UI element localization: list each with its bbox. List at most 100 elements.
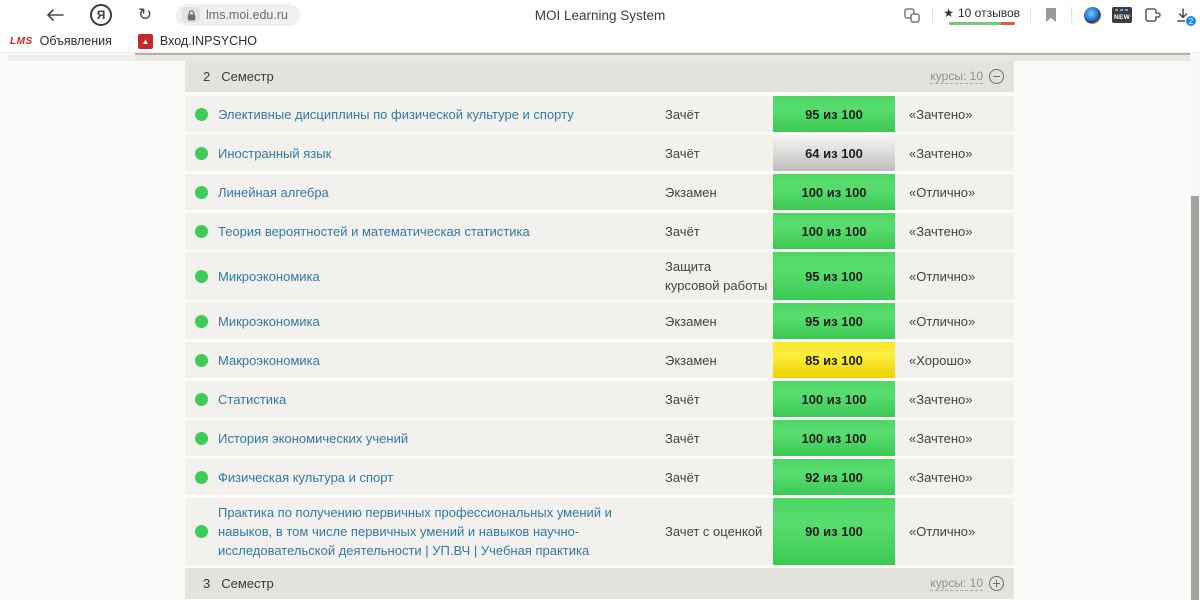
status-dot-cell <box>185 498 218 565</box>
course-title[interactable]: Практика по получению первичных професси… <box>218 505 612 558</box>
inpsycho-favicon: ▲ <box>137 33 153 49</box>
reviews-count: 10 отзывов <box>957 5 1020 20</box>
course-status-dot-icon <box>195 392 208 406</box>
exam-type: Зачёт <box>665 223 700 239</box>
course-status-dot-icon <box>195 185 208 199</box>
side-panels-icon[interactable] <box>902 5 922 25</box>
score-value: 95 из 100 <box>805 268 863 284</box>
browser-orb-icon[interactable] <box>1082 5 1102 25</box>
exam-type: Зачёт <box>665 469 700 485</box>
score-value: 92 из 100 <box>805 469 863 485</box>
course-table: Элективные дисциплины по физической куль… <box>185 96 1014 565</box>
table-row: Физическая культура и спорт Зачёт 92 из … <box>185 459 1014 495</box>
browser-toolbar: Я ↻ lms.moi.edu.ru MOI Learning System ★… <box>0 0 1200 30</box>
yandex-letter: Я <box>96 8 106 22</box>
score-cell: 100 из 100 <box>773 174 895 210</box>
score-value: 85 из 100 <box>805 352 863 368</box>
course-title[interactable]: Статистика <box>218 391 287 407</box>
table-row: Микроэкономика Защита курсовой работы 95… <box>185 252 1014 300</box>
semester-number: 2 <box>203 69 211 84</box>
score-value: 100 из 100 <box>801 223 867 239</box>
toolbar-separator <box>1071 7 1072 23</box>
bookmark-label: Вход.INPSYCHO <box>159 34 257 48</box>
page-header-edge <box>135 53 1190 55</box>
semester-label: Семестр <box>221 69 274 84</box>
status-dot-cell <box>185 135 218 171</box>
table-row: История экономических учений Зачёт 100 и… <box>185 420 1014 456</box>
status-dot-cell <box>185 174 218 210</box>
course-status-dot-icon <box>195 269 208 283</box>
grade-value: «Хорошо» <box>909 352 972 368</box>
collapse-icon[interactable] <box>989 69 1004 84</box>
course-status-dot-icon <box>195 470 208 484</box>
semester-3-courses-link[interactable]: курсы: 10 <box>930 576 983 591</box>
semester-label: Семестр <box>221 576 274 591</box>
table-row: Элективные дисциплины по физической куль… <box>185 96 1014 132</box>
new-movies-icon[interactable]: NEW <box>1112 5 1132 25</box>
score-value: 100 из 100 <box>801 391 867 407</box>
status-dot-cell <box>185 303 218 339</box>
course-title[interactable]: Микроэкономика <box>218 268 320 284</box>
yandex-button[interactable]: Я <box>90 4 112 26</box>
bookmark-inpsycho[interactable]: ▲ Вход.INPSYCHO <box>137 33 257 49</box>
refresh-button[interactable]: ↻ <box>132 2 158 28</box>
course-status-dot-icon <box>195 107 208 121</box>
course-title[interactable]: Теория вероятностей и математическая ста… <box>218 223 530 239</box>
site-reviews-button[interactable]: ★ 10 отзывов <box>943 6 1020 25</box>
lms-favicon: LMS <box>10 35 33 47</box>
exam-type: Зачёт <box>665 145 700 161</box>
table-row: Теория вероятностей и математическая ста… <box>185 213 1014 249</box>
grade-value: «Зачтено» <box>909 391 973 407</box>
downloads-button[interactable]: 2 <box>1172 4 1197 27</box>
status-dot-cell <box>185 420 218 456</box>
course-status-dot-icon <box>195 525 208 538</box>
score-cell: 95 из 100 <box>773 252 895 300</box>
score-cell: 95 из 100 <box>773 303 895 339</box>
score-value: 95 из 100 <box>805 106 863 122</box>
bookmarks-bar: LMS Объявления ▲ Вход.INPSYCHO <box>0 30 1200 53</box>
toolbar-separator <box>1030 7 1031 23</box>
course-status-dot-icon <box>195 224 208 238</box>
exam-type: Экзамен <box>665 313 717 329</box>
expand-icon[interactable] <box>989 576 1004 591</box>
course-title[interactable]: Элективные дисциплины по физической куль… <box>218 106 574 122</box>
grade-value: «Отлично» <box>909 313 976 329</box>
lock-icon <box>182 7 200 23</box>
bookmark-icon[interactable] <box>1041 5 1061 25</box>
collections-icon[interactable] <box>1142 5 1162 25</box>
address-bar[interactable]: lms.moi.edu.ru <box>176 4 300 26</box>
semester-2-courses-link[interactable]: курсы: 10 <box>930 69 983 84</box>
reviews-rating-bar <box>948 21 1015 25</box>
course-title[interactable]: Линейная алгебра <box>218 184 329 200</box>
status-dot-cell <box>185 96 218 132</box>
course-title[interactable]: Иностранный язык <box>218 145 332 161</box>
scrollbar-thumb[interactable] <box>1191 196 1199 600</box>
page-header-strip <box>8 55 135 61</box>
bookmark-announcements[interactable]: LMS Объявления <box>10 34 112 48</box>
exam-type: Зачёт <box>665 430 700 446</box>
score-cell: 92 из 100 <box>773 459 895 495</box>
status-dot-cell <box>185 342 218 378</box>
page-viewport: 2 Семестр курсы: 10 Элективные дисциплин… <box>0 53 1200 600</box>
score-cell: 95 из 100 <box>773 96 895 132</box>
score-value: 90 из 100 <box>805 524 863 539</box>
grade-value: «Зачтено» <box>909 145 973 161</box>
status-dot-cell <box>185 252 218 300</box>
status-dot-cell <box>185 459 218 495</box>
course-title[interactable]: Физическая культура и спорт <box>218 469 394 485</box>
grade-value: «Отлично» <box>909 524 976 539</box>
course-title[interactable]: Микроэкономика <box>218 313 320 329</box>
exam-type: Зачет с оценкой <box>665 524 763 539</box>
course-title[interactable]: Макроэкономика <box>218 352 320 368</box>
back-button[interactable] <box>42 2 68 28</box>
table-row: Макроэкономика Экзамен 85 из 100 «Хорошо… <box>185 342 1014 378</box>
score-cell: 85 из 100 <box>773 342 895 378</box>
exam-type: Защита курсовой работы <box>665 259 768 293</box>
score-cell: 100 из 100 <box>773 381 895 417</box>
scrollbar-track[interactable] <box>1190 53 1200 600</box>
table-row: Микроэкономика Экзамен 95 из 100 «Отличн… <box>185 303 1014 339</box>
course-title[interactable]: История экономических учений <box>218 430 409 446</box>
score-value: 64 из 100 <box>805 145 863 161</box>
grade-value: «Зачтено» <box>909 106 973 122</box>
grades-panel: 2 Семестр курсы: 10 Элективные дисциплин… <box>185 61 1014 599</box>
